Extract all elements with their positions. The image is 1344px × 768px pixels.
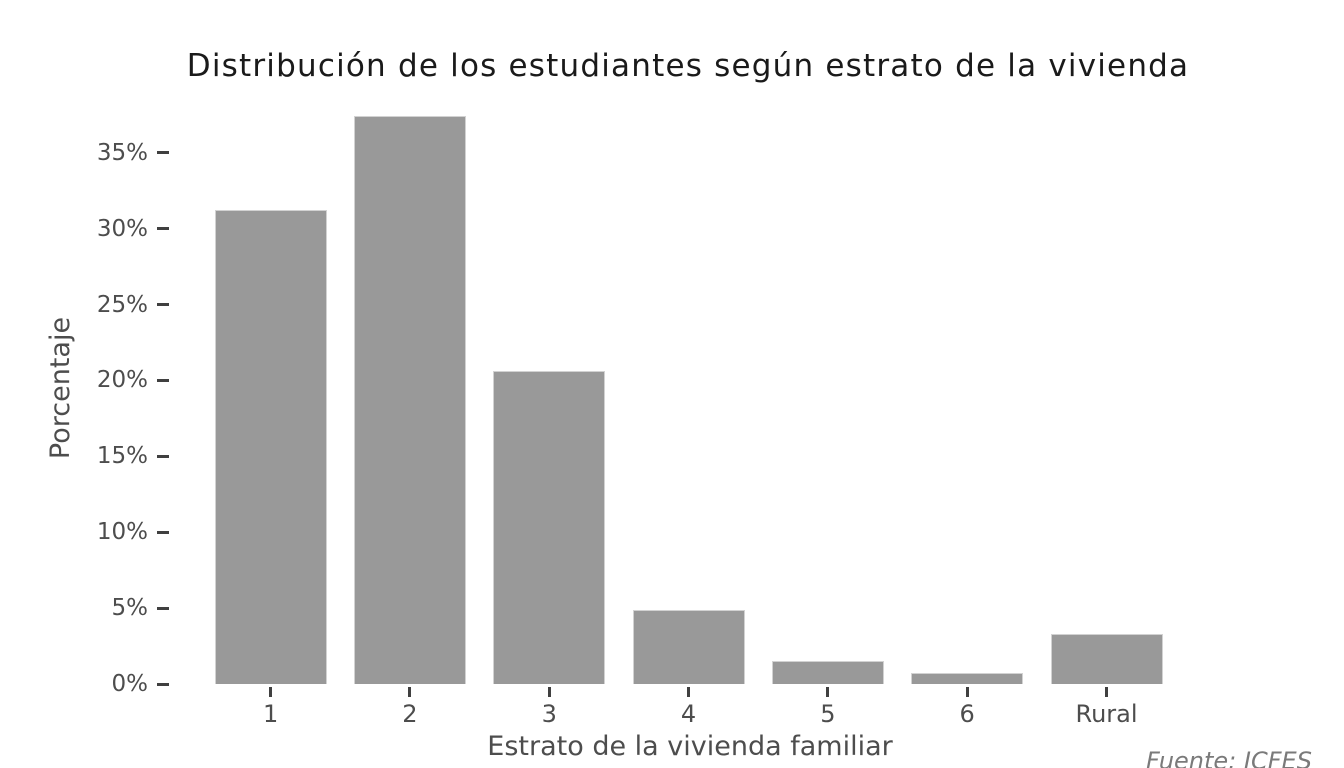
bar-4	[632, 609, 745, 684]
y-tick-mark	[157, 606, 169, 610]
y-tick-mark	[157, 682, 169, 686]
x-tick-label: 2	[402, 700, 418, 728]
bar-3	[493, 371, 606, 684]
y-tick-mark	[157, 227, 169, 231]
y-tick-mark	[157, 530, 169, 534]
x-tick-mark	[687, 687, 691, 697]
bar-rural	[1050, 633, 1163, 684]
source-note: Fuente: ICFES	[1146, 747, 1312, 768]
x-tick-label: 3	[541, 700, 557, 728]
bar-5	[771, 661, 884, 684]
y-tick-label: 5%	[111, 595, 149, 622]
y-tick-label: 25%	[96, 291, 148, 318]
x-tick-mark	[1105, 687, 1109, 697]
y-tick-label: 35%	[96, 139, 148, 166]
x-tick-label: 6	[959, 700, 975, 728]
y-tick-label: 15%	[96, 443, 148, 470]
x-tick-label: Rural	[1075, 700, 1138, 728]
x-tick-mark	[269, 687, 273, 697]
bar-2	[353, 116, 466, 684]
y-tick-label: 20%	[96, 367, 148, 394]
x-tick-mark	[965, 687, 969, 697]
y-tick-mark	[157, 151, 169, 155]
y-tick-mark	[157, 378, 169, 382]
x-axis-label: Estrato de la vivienda familiar	[487, 731, 893, 762]
x-tick-label: 5	[820, 700, 836, 728]
x-tick-mark	[408, 687, 412, 697]
chart-title: Distribución de los estudiantes según es…	[186, 48, 1190, 84]
x-tick-label: 4	[680, 700, 697, 728]
y-tick-label: 30%	[96, 215, 148, 242]
y-tick-mark	[157, 303, 169, 306]
bar-1	[214, 210, 327, 684]
x-tick-mark	[826, 687, 830, 697]
x-tick-label: 1	[262, 700, 279, 728]
y-tick-label: 0%	[111, 671, 149, 697]
y-tick-mark	[157, 454, 169, 458]
x-tick-mark	[547, 687, 551, 697]
bar-6	[911, 673, 1024, 684]
y-tick-label: 10%	[96, 519, 148, 546]
